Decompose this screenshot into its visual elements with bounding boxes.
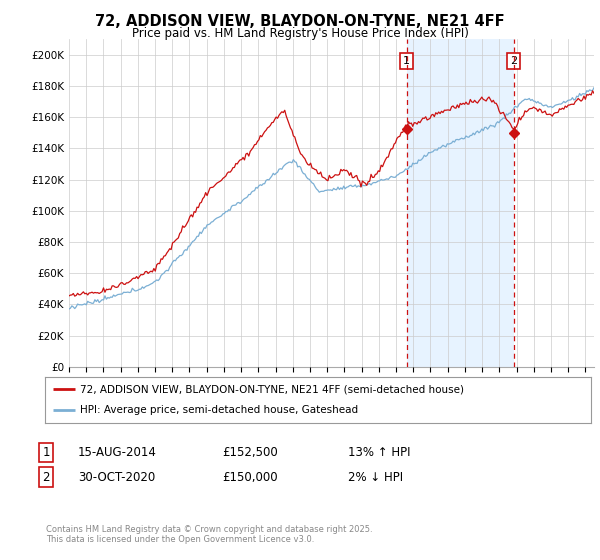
Bar [407,39,514,367]
Text: 2: 2 [43,470,50,484]
Text: HPI: Average price, semi-detached house, Gateshead: HPI: Average price, semi-detached house,… [80,405,359,416]
Text: 1: 1 [403,56,410,66]
Text: 72, ADDISON VIEW, BLAYDON-ON-TYNE, NE21 4FF (semi-detached house): 72, ADDISON VIEW, BLAYDON-ON-TYNE, NE21 … [80,384,464,394]
Text: £152,500: £152,500 [222,446,278,459]
Text: 1: 1 [43,446,50,459]
Text: 15-AUG-2014: 15-AUG-2014 [78,446,157,459]
Text: 30-OCT-2020: 30-OCT-2020 [78,470,155,484]
Text: Price paid vs. HM Land Registry's House Price Index (HPI): Price paid vs. HM Land Registry's House … [131,27,469,40]
Text: Contains HM Land Registry data © Crown copyright and database right 2025.
This d: Contains HM Land Registry data © Crown c… [46,525,373,544]
Text: 72, ADDISON VIEW, BLAYDON-ON-TYNE, NE21 4FF: 72, ADDISON VIEW, BLAYDON-ON-TYNE, NE21 … [95,14,505,29]
Text: 2% ↓ HPI: 2% ↓ HPI [348,470,403,484]
Text: 13% ↑ HPI: 13% ↑ HPI [348,446,410,459]
Text: £150,000: £150,000 [222,470,278,484]
Text: 2: 2 [510,56,517,66]
